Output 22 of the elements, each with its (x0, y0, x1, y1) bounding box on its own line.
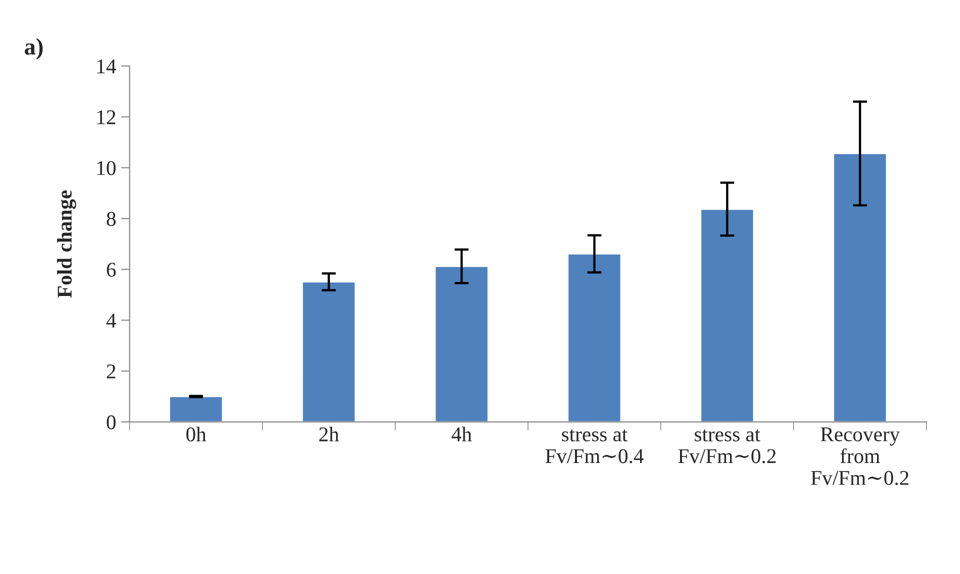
x-tick-label: stress at Fv/Fm∼0.2 (678, 429, 776, 464)
y-tick-label: 0 (106, 415, 116, 430)
x-tick-label: 4h (452, 426, 472, 442)
y-axis-title: Fold change (57, 190, 76, 298)
y-tick-label: 2 (106, 364, 116, 378)
y-tick-label: 12 (97, 110, 116, 124)
x-tick-label: 2h (319, 426, 339, 442)
y-tick-label: 10 (97, 161, 116, 176)
bar (434, 266, 489, 422)
text: a) (24, 38, 43, 60)
y-tick-label: 6 (106, 262, 116, 277)
y-tick-label: 4 (106, 314, 116, 328)
y-tick-label: 8 (106, 212, 116, 226)
bar (700, 208, 754, 422)
bar (567, 253, 622, 422)
x-tick-label: stress at Fv/Fm∼0.4 (545, 429, 644, 464)
bar (832, 152, 888, 422)
x-tick-label: 0h (186, 426, 206, 442)
bar (168, 396, 224, 422)
y-tick-label: 14 (97, 59, 116, 74)
x-tick-label: Recovery from Fv/Fm∼0.2 (811, 428, 908, 486)
bar (302, 281, 356, 422)
